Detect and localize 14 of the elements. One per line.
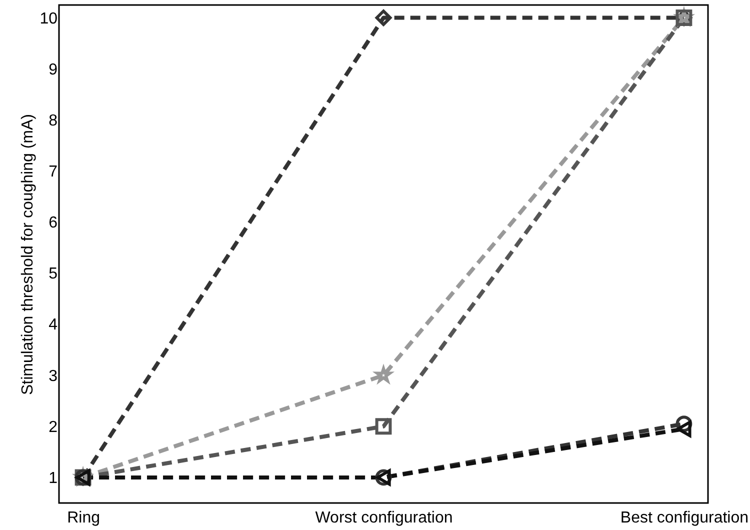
x-tick-label: Worst configuration bbox=[315, 510, 453, 526]
y-tick-label: 2 bbox=[48, 418, 58, 436]
y-tick-label: 7 bbox=[48, 164, 58, 180]
y-tick-label: 4 bbox=[48, 316, 58, 334]
y-tick-label: 5 bbox=[48, 266, 58, 283]
y-tick-label: 8 bbox=[48, 112, 58, 130]
x-tick-label: Ring bbox=[67, 510, 100, 526]
x-tick-label: Best configuration bbox=[620, 510, 748, 526]
y-tick-label: 9 bbox=[48, 61, 58, 78]
y-tick-label: 6 bbox=[48, 214, 58, 232]
y-tick-label: 3 bbox=[48, 368, 58, 385]
y-tick-label: 1 bbox=[48, 470, 58, 487]
y-tick-label: 10 bbox=[40, 10, 58, 28]
y-axis-title: Stimulation threshold for coughing (mA) bbox=[20, 114, 37, 396]
